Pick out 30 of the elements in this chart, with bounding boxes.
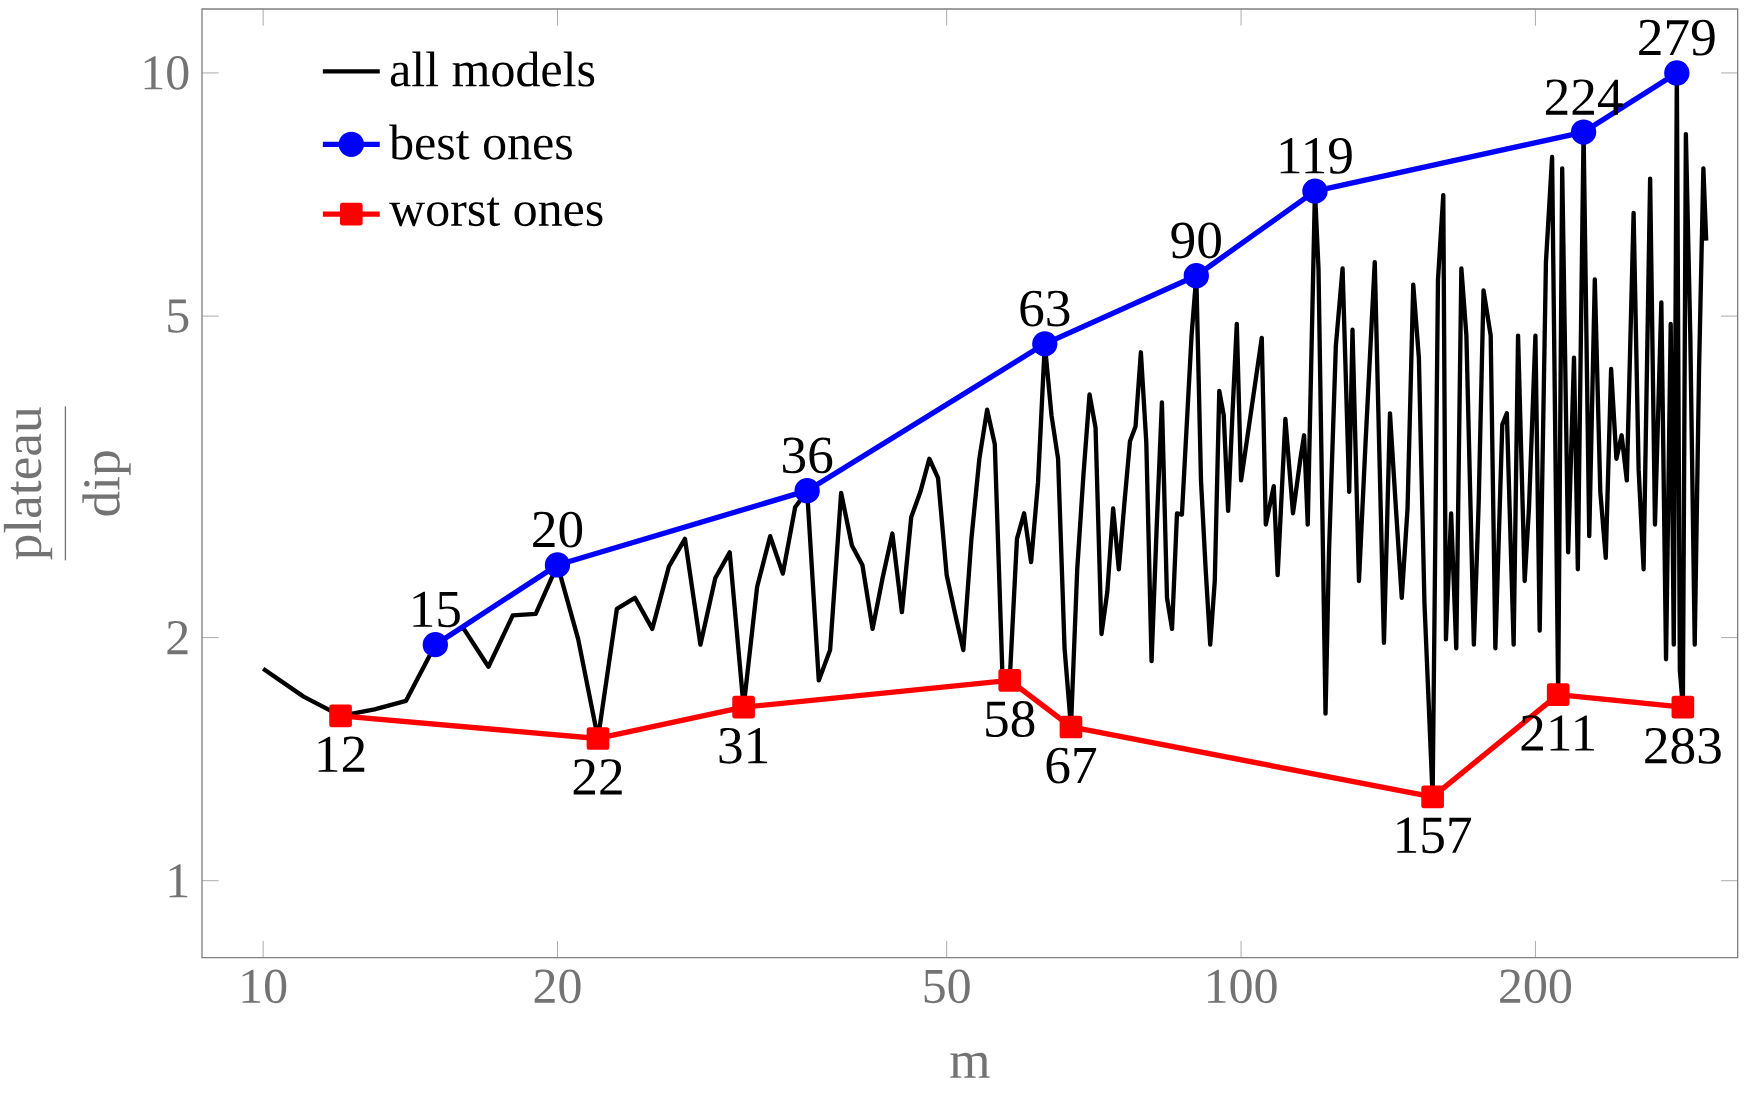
x-tick-label: 200 bbox=[1500, 969, 1572, 1004]
y-tick-label: 2 bbox=[167, 620, 188, 654]
y-tick-label: 1 bbox=[169, 864, 188, 898]
x-tick-label: 100 bbox=[1207, 969, 1277, 1004]
annotation: 12 bbox=[318, 736, 365, 772]
annotation: 90 bbox=[1171, 222, 1221, 259]
annotation: 157 bbox=[1397, 817, 1472, 854]
x-axis-title: m bbox=[950, 1052, 990, 1078]
legend-label: all models bbox=[390, 51, 595, 87]
annotation: 67 bbox=[1046, 747, 1097, 784]
x-tick-label: 10 bbox=[242, 969, 287, 1004]
annotation: 36 bbox=[783, 437, 833, 474]
annotation: 119 bbox=[1280, 137, 1352, 174]
annotation: 63 bbox=[1020, 290, 1070, 327]
y-tick-label: 5 bbox=[168, 299, 189, 333]
annotation: 20 bbox=[533, 511, 583, 548]
annotation: 283 bbox=[1645, 727, 1721, 764]
annotation: 211 bbox=[1521, 715, 1594, 751]
x-tick-label: 50 bbox=[924, 969, 970, 1004]
legend-label: worst ones bbox=[389, 197, 603, 226]
x-tick-label: 20 bbox=[534, 969, 581, 1004]
annotation: 31 bbox=[719, 727, 768, 764]
annotation: 22 bbox=[573, 759, 622, 795]
annotation: 58 bbox=[986, 700, 1035, 737]
y-axis-title: $\frac{\mathrm{plateau}}{\mathrm{dip}}$ bbox=[3, 406, 131, 561]
annotation: 279 bbox=[1639, 19, 1715, 56]
annotation: 15 bbox=[413, 591, 460, 628]
annotation: 224 bbox=[1545, 79, 1623, 115]
legend-label: best ones bbox=[389, 124, 572, 160]
y-tick-label: 10 bbox=[144, 55, 189, 90]
